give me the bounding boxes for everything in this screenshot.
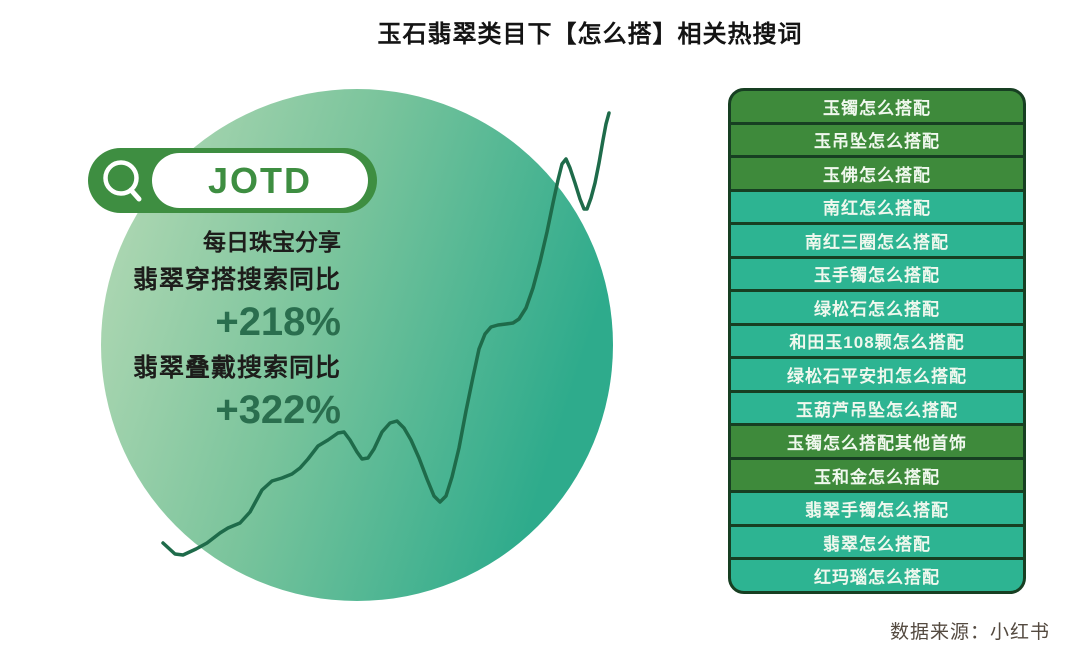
keyword-row: 玉佛怎么搭配 [731,158,1023,189]
search-field-text: JOTD [207,159,312,201]
keyword-row: 绿松石平安扣怎么搭配 [731,359,1023,390]
keyword-row: 和田玉108颗怎么搭配 [731,325,1023,357]
keyword-row: 玉吊坠怎么搭配 [731,124,1023,156]
search-field: JOTD [152,153,368,208]
keyword-row: 玉镯怎么搭配 [731,91,1023,122]
keyword-row: 翡翠手镯怎么搭配 [731,493,1023,524]
page-title: 玉石翡翠类目下【怎么搭】相关热搜词 [377,21,803,48]
keyword-row: 南红三圈怎么搭配 [731,225,1023,256]
keyword-row: 玉手镯怎么搭配 [731,258,1023,290]
keyword-row: 南红怎么搭配 [731,191,1023,223]
keyword-row: 玉葫芦吊坠怎么搭配 [731,392,1023,424]
stat-value-outfit: +218% [215,300,341,344]
stat-label-stacking: 翡翠叠戴搜索同比 [132,354,341,382]
search-bar: JOTD [88,148,377,213]
keyword-row: 绿松石怎么搭配 [731,292,1023,323]
keyword-row: 玉和金怎么搭配 [731,459,1023,491]
brand-tagline: 每日珠宝分享 [203,229,341,255]
search-icon [103,160,142,202]
keyword-row: 红玛瑙怎么搭配 [731,560,1023,591]
stat-label-outfit: 翡翠穿搭搜索同比 [132,266,341,294]
stat-value-stacking: +322% [215,388,341,432]
stats-block: 每日珠宝分享 翡翠穿搭搜索同比 +218% 翡翠叠戴搜索同比 +322% [100,231,341,444]
keyword-row: 玉镯怎么搭配其他首饰 [731,426,1023,457]
hot-keyword-list: 玉镯怎么搭配 玉吊坠怎么搭配 玉佛怎么搭配 南红怎么搭配 南红三圈怎么搭配 玉手镯怎么搭配… [728,88,1026,594]
keyword-row: 翡翠怎么搭配 [731,526,1023,558]
data-source-note: 数据来源：小红书 [889,622,1050,643]
